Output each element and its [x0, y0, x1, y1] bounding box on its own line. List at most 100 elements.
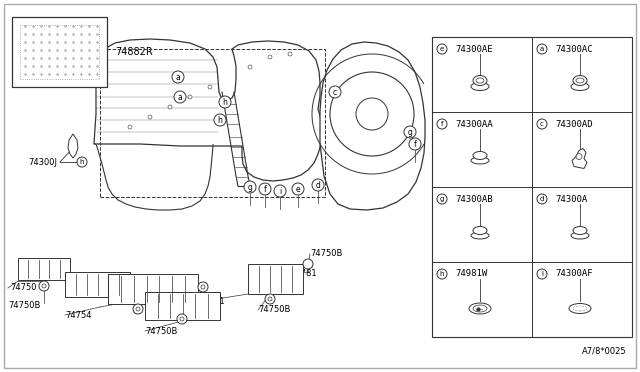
Circle shape: [268, 55, 272, 59]
Ellipse shape: [473, 76, 487, 86]
Text: 74882R: 74882R: [115, 47, 153, 57]
Text: A7/8*0025: A7/8*0025: [582, 346, 627, 356]
Text: 74761: 74761: [198, 298, 225, 307]
Ellipse shape: [571, 232, 589, 239]
Circle shape: [208, 85, 212, 89]
Text: f: f: [264, 185, 266, 193]
Ellipse shape: [576, 78, 584, 83]
Text: d: d: [540, 196, 544, 202]
Polygon shape: [68, 134, 78, 158]
Text: c: c: [333, 87, 337, 96]
Circle shape: [312, 179, 324, 191]
Text: h: h: [223, 97, 227, 106]
Circle shape: [537, 44, 547, 54]
Circle shape: [437, 119, 447, 129]
Circle shape: [303, 259, 313, 269]
Circle shape: [248, 65, 252, 69]
Polygon shape: [94, 39, 322, 181]
Text: 74300A: 74300A: [555, 195, 588, 203]
Circle shape: [404, 126, 416, 138]
Text: 74300AF: 74300AF: [555, 269, 593, 279]
Text: d: d: [316, 180, 321, 189]
Circle shape: [409, 138, 421, 150]
Text: 74300AA: 74300AA: [455, 119, 493, 128]
Ellipse shape: [473, 227, 487, 234]
Circle shape: [180, 317, 184, 321]
Bar: [432, 37, 632, 337]
Circle shape: [201, 285, 205, 289]
Circle shape: [42, 284, 46, 288]
Circle shape: [537, 269, 547, 279]
Bar: [100, 49, 325, 197]
Text: a: a: [540, 46, 544, 52]
Circle shape: [198, 282, 208, 292]
Circle shape: [128, 125, 132, 129]
Circle shape: [437, 44, 447, 54]
Circle shape: [214, 114, 226, 126]
Text: 74750B: 74750B: [8, 301, 40, 311]
Circle shape: [437, 194, 447, 204]
Text: 74754: 74754: [65, 311, 92, 320]
Text: f: f: [413, 140, 417, 148]
Circle shape: [330, 72, 414, 156]
Circle shape: [437, 269, 447, 279]
Text: 74750B: 74750B: [178, 310, 211, 318]
Circle shape: [265, 294, 275, 304]
Text: h: h: [218, 115, 223, 125]
Text: i: i: [541, 271, 543, 277]
Text: 74981W: 74981W: [455, 269, 487, 279]
Text: a: a: [178, 93, 182, 102]
Circle shape: [576, 154, 582, 160]
Text: g: g: [440, 196, 444, 202]
Circle shape: [168, 105, 172, 109]
Ellipse shape: [573, 306, 587, 311]
Circle shape: [148, 115, 152, 119]
Text: g: g: [408, 128, 412, 137]
Circle shape: [244, 181, 256, 193]
Bar: [20, 25, 99, 79]
Ellipse shape: [471, 83, 489, 90]
Circle shape: [136, 307, 140, 311]
Text: h: h: [80, 159, 84, 165]
Text: h: h: [440, 271, 444, 277]
Circle shape: [133, 304, 143, 314]
Circle shape: [77, 157, 87, 167]
Bar: [18, 258, 70, 280]
Circle shape: [259, 183, 271, 195]
Circle shape: [329, 86, 341, 98]
Text: c: c: [540, 121, 544, 127]
Circle shape: [356, 98, 388, 130]
Text: 74750B: 74750B: [258, 305, 291, 314]
Bar: [65, 272, 130, 297]
Bar: [108, 274, 198, 304]
Text: a: a: [175, 73, 180, 81]
Text: e: e: [296, 185, 300, 193]
Ellipse shape: [573, 76, 587, 86]
Circle shape: [177, 314, 187, 324]
Circle shape: [174, 91, 186, 103]
Text: f: f: [441, 121, 444, 127]
Ellipse shape: [573, 227, 587, 234]
Polygon shape: [572, 148, 587, 169]
Ellipse shape: [471, 232, 489, 239]
Circle shape: [219, 96, 231, 108]
Circle shape: [39, 281, 49, 291]
Ellipse shape: [471, 157, 489, 164]
Text: 74300AE: 74300AE: [455, 45, 493, 54]
Text: 74750: 74750: [10, 283, 36, 292]
Ellipse shape: [569, 304, 591, 314]
Bar: [12, 17, 107, 87]
Circle shape: [274, 185, 286, 197]
Text: 74781: 74781: [290, 269, 317, 279]
Bar: [248, 264, 303, 294]
Text: 74750B: 74750B: [310, 250, 342, 259]
Circle shape: [268, 297, 272, 301]
Text: 74300AC: 74300AC: [555, 45, 593, 54]
Circle shape: [537, 119, 547, 129]
Text: 74300J: 74300J: [28, 157, 57, 167]
Ellipse shape: [473, 305, 487, 312]
Circle shape: [292, 183, 304, 195]
Circle shape: [537, 194, 547, 204]
Circle shape: [188, 95, 192, 99]
Text: i: i: [279, 186, 281, 196]
